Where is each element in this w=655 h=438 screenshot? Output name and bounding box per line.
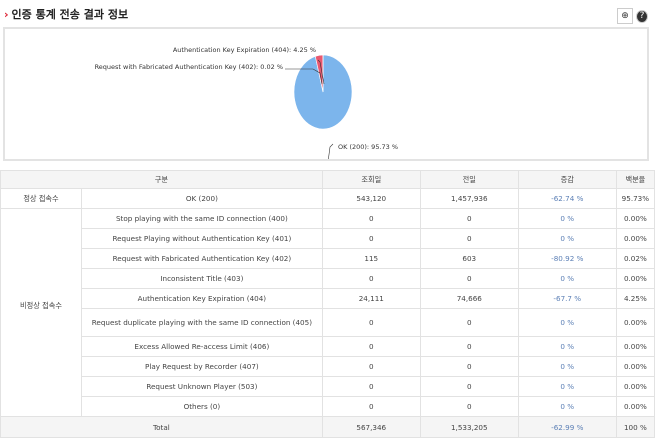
- cell-change: 0 %: [518, 229, 616, 249]
- cell-type: Authentication Key Expiration (404): [82, 289, 323, 309]
- cell-today: 115: [322, 249, 420, 269]
- label-200: OK (200): 95.73 %: [338, 143, 398, 151]
- cell-change: -62.74 %: [518, 189, 616, 209]
- header-today: 조회일: [322, 171, 420, 189]
- cell-change: 0 %: [518, 337, 616, 357]
- cell-today: 0: [322, 309, 420, 337]
- cell-type: Others (0): [82, 397, 323, 417]
- cell-change: 0 %: [518, 309, 616, 337]
- header-change: 증감: [518, 171, 616, 189]
- cell-percent: 0.00%: [616, 377, 654, 397]
- group-normal: 정상 접속수: [1, 189, 82, 209]
- question-icon[interactable]: ?: [636, 10, 648, 23]
- header-category: 구분: [1, 171, 323, 189]
- cell-change: 0 %: [518, 209, 616, 229]
- cell-percent: 0.00%: [616, 397, 654, 417]
- cell-percent: 0.00%: [616, 229, 654, 249]
- table-row: Request Playing without Authentication K…: [1, 229, 655, 249]
- cell-today: 0: [322, 377, 420, 397]
- cell-percent: 4.25%: [616, 289, 654, 309]
- table-row: Authentication Key Expiration (404)24,11…: [1, 289, 655, 309]
- cell-type: Request Playing without Authentication K…: [82, 229, 323, 249]
- cell-percent: 0.00%: [616, 337, 654, 357]
- cell-prev: 0: [420, 229, 518, 249]
- cell-prev: 0: [420, 309, 518, 337]
- cell-percent: 0.02%: [616, 249, 654, 269]
- cell-prev: 0: [420, 377, 518, 397]
- cell-prev: 0: [420, 337, 518, 357]
- cell-prev: 0: [420, 269, 518, 289]
- pie-chart-container: Authentication Key Expiration (404): 4.2…: [3, 27, 649, 161]
- cell-prev: 0: [420, 397, 518, 417]
- cell-percent: 95.73%: [616, 189, 654, 209]
- cell-type: Stop playing with the same ID connection…: [82, 209, 323, 229]
- total-cell: 1,533,205: [420, 417, 518, 438]
- cell-type: Inconsistent Title (403): [82, 269, 323, 289]
- cell-type: OK (200): [82, 189, 323, 209]
- cell-today: 0: [322, 269, 420, 289]
- total-cell: -62.99 %: [518, 417, 616, 438]
- page-title: ›인증 통계 전송 결과 정보: [4, 6, 128, 22]
- total-cell: 567,346: [322, 417, 420, 438]
- total-cell: Total: [1, 417, 323, 438]
- cell-percent: 0.00%: [616, 309, 654, 337]
- plus-circle-icon[interactable]: ⊕: [617, 8, 633, 24]
- table-row: Request duplicate playing with the same …: [1, 309, 655, 337]
- cell-percent: 0.00%: [616, 269, 654, 289]
- cell-today: 0: [322, 209, 420, 229]
- cell-change: 0 %: [518, 357, 616, 377]
- cell-type: Request duplicate playing with the same …: [82, 309, 323, 337]
- cell-change: 0 %: [518, 397, 616, 417]
- cell-today: 0: [322, 357, 420, 377]
- title-text: 인증 통계 전송 결과 정보: [12, 8, 129, 21]
- table-row: Request with Fabricated Authentication K…: [1, 249, 655, 269]
- group-abnormal: 비정상 접속수: [1, 209, 82, 417]
- cell-today: 0: [322, 337, 420, 357]
- cell-type: Play Request by Recorder (407): [82, 357, 323, 377]
- cell-today: 0: [322, 229, 420, 249]
- cell-change: 0 %: [518, 269, 616, 289]
- table-header: 구분 조회일 전일 증감 백분율: [1, 171, 655, 189]
- cell-percent: 0.00%: [616, 357, 654, 377]
- label-404: Authentication Key Expiration (404): 4.2…: [173, 46, 316, 54]
- cell-today: 543,120: [322, 189, 420, 209]
- cell-type: Request with Fabricated Authentication K…: [82, 249, 323, 269]
- header-prev-day: 전일: [420, 171, 518, 189]
- pie-chart: Authentication Key Expiration (404): 4.2…: [5, 29, 647, 159]
- cell-prev: 603: [420, 249, 518, 269]
- total-cell: 100 %: [616, 417, 654, 438]
- cell-change: -80.92 %: [518, 249, 616, 269]
- cell-prev: 1,457,936: [420, 189, 518, 209]
- cell-percent: 0.00%: [616, 209, 654, 229]
- cell-type: Excess Allowed Re-access Limit (406): [82, 337, 323, 357]
- cell-today: 0: [322, 397, 420, 417]
- cell-type: Request Unknown Player (503): [82, 377, 323, 397]
- label-402: Request with Fabricated Authentication K…: [95, 63, 283, 71]
- cell-change: 0 %: [518, 377, 616, 397]
- cell-prev: 74,666: [420, 289, 518, 309]
- header-percent: 백분율: [616, 171, 654, 189]
- cell-today: 24,111: [322, 289, 420, 309]
- chevron-right-icon: ›: [4, 8, 9, 21]
- cell-change: -67.7 %: [518, 289, 616, 309]
- cell-prev: 0: [420, 209, 518, 229]
- cell-prev: 0: [420, 357, 518, 377]
- leader-line-200: [328, 144, 333, 159]
